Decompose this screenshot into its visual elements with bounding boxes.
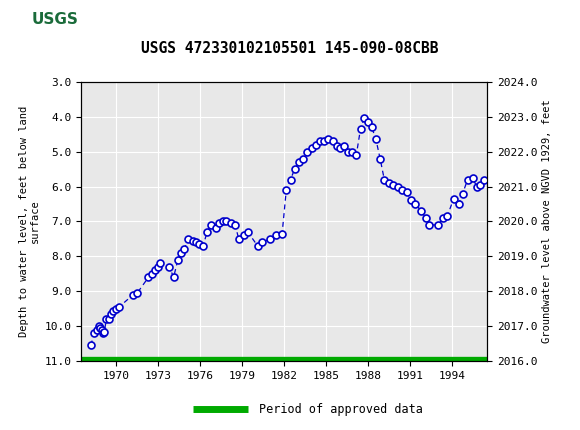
Text: Period of approved data: Period of approved data (259, 402, 423, 416)
Bar (3, 3, 107, 37)
Text: USGS: USGS (32, 12, 78, 28)
Text: USGS 472330102105501 145-090-08CBB: USGS 472330102105501 145-090-08CBB (142, 41, 438, 56)
Y-axis label: Depth to water level, feet below land
surface: Depth to water level, feet below land su… (19, 106, 41, 337)
Y-axis label: Groundwater level above NGVD 1929, feet: Groundwater level above NGVD 1929, feet (542, 100, 552, 343)
